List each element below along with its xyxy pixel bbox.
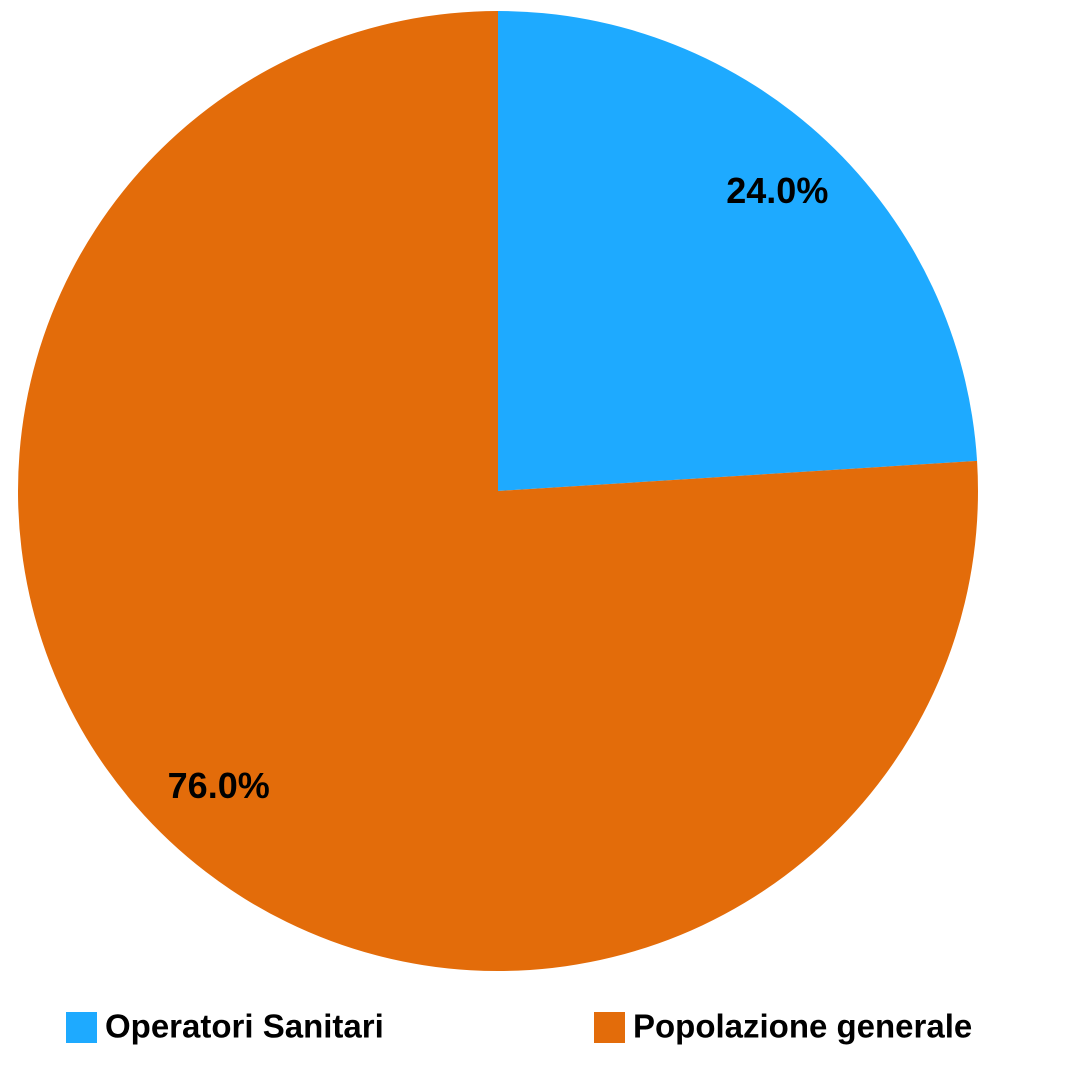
pie-slice — [18, 11, 978, 971]
pie-slice — [498, 11, 978, 491]
value-label: 76.0% — [168, 765, 270, 806]
value-label: 24.0% — [726, 170, 828, 211]
legend-label: Popolazione generale — [633, 1008, 972, 1045]
legend-label: Operatori Sanitari — [105, 1008, 384, 1045]
legend-swatch — [66, 1012, 97, 1043]
legend-swatch — [594, 1012, 625, 1043]
